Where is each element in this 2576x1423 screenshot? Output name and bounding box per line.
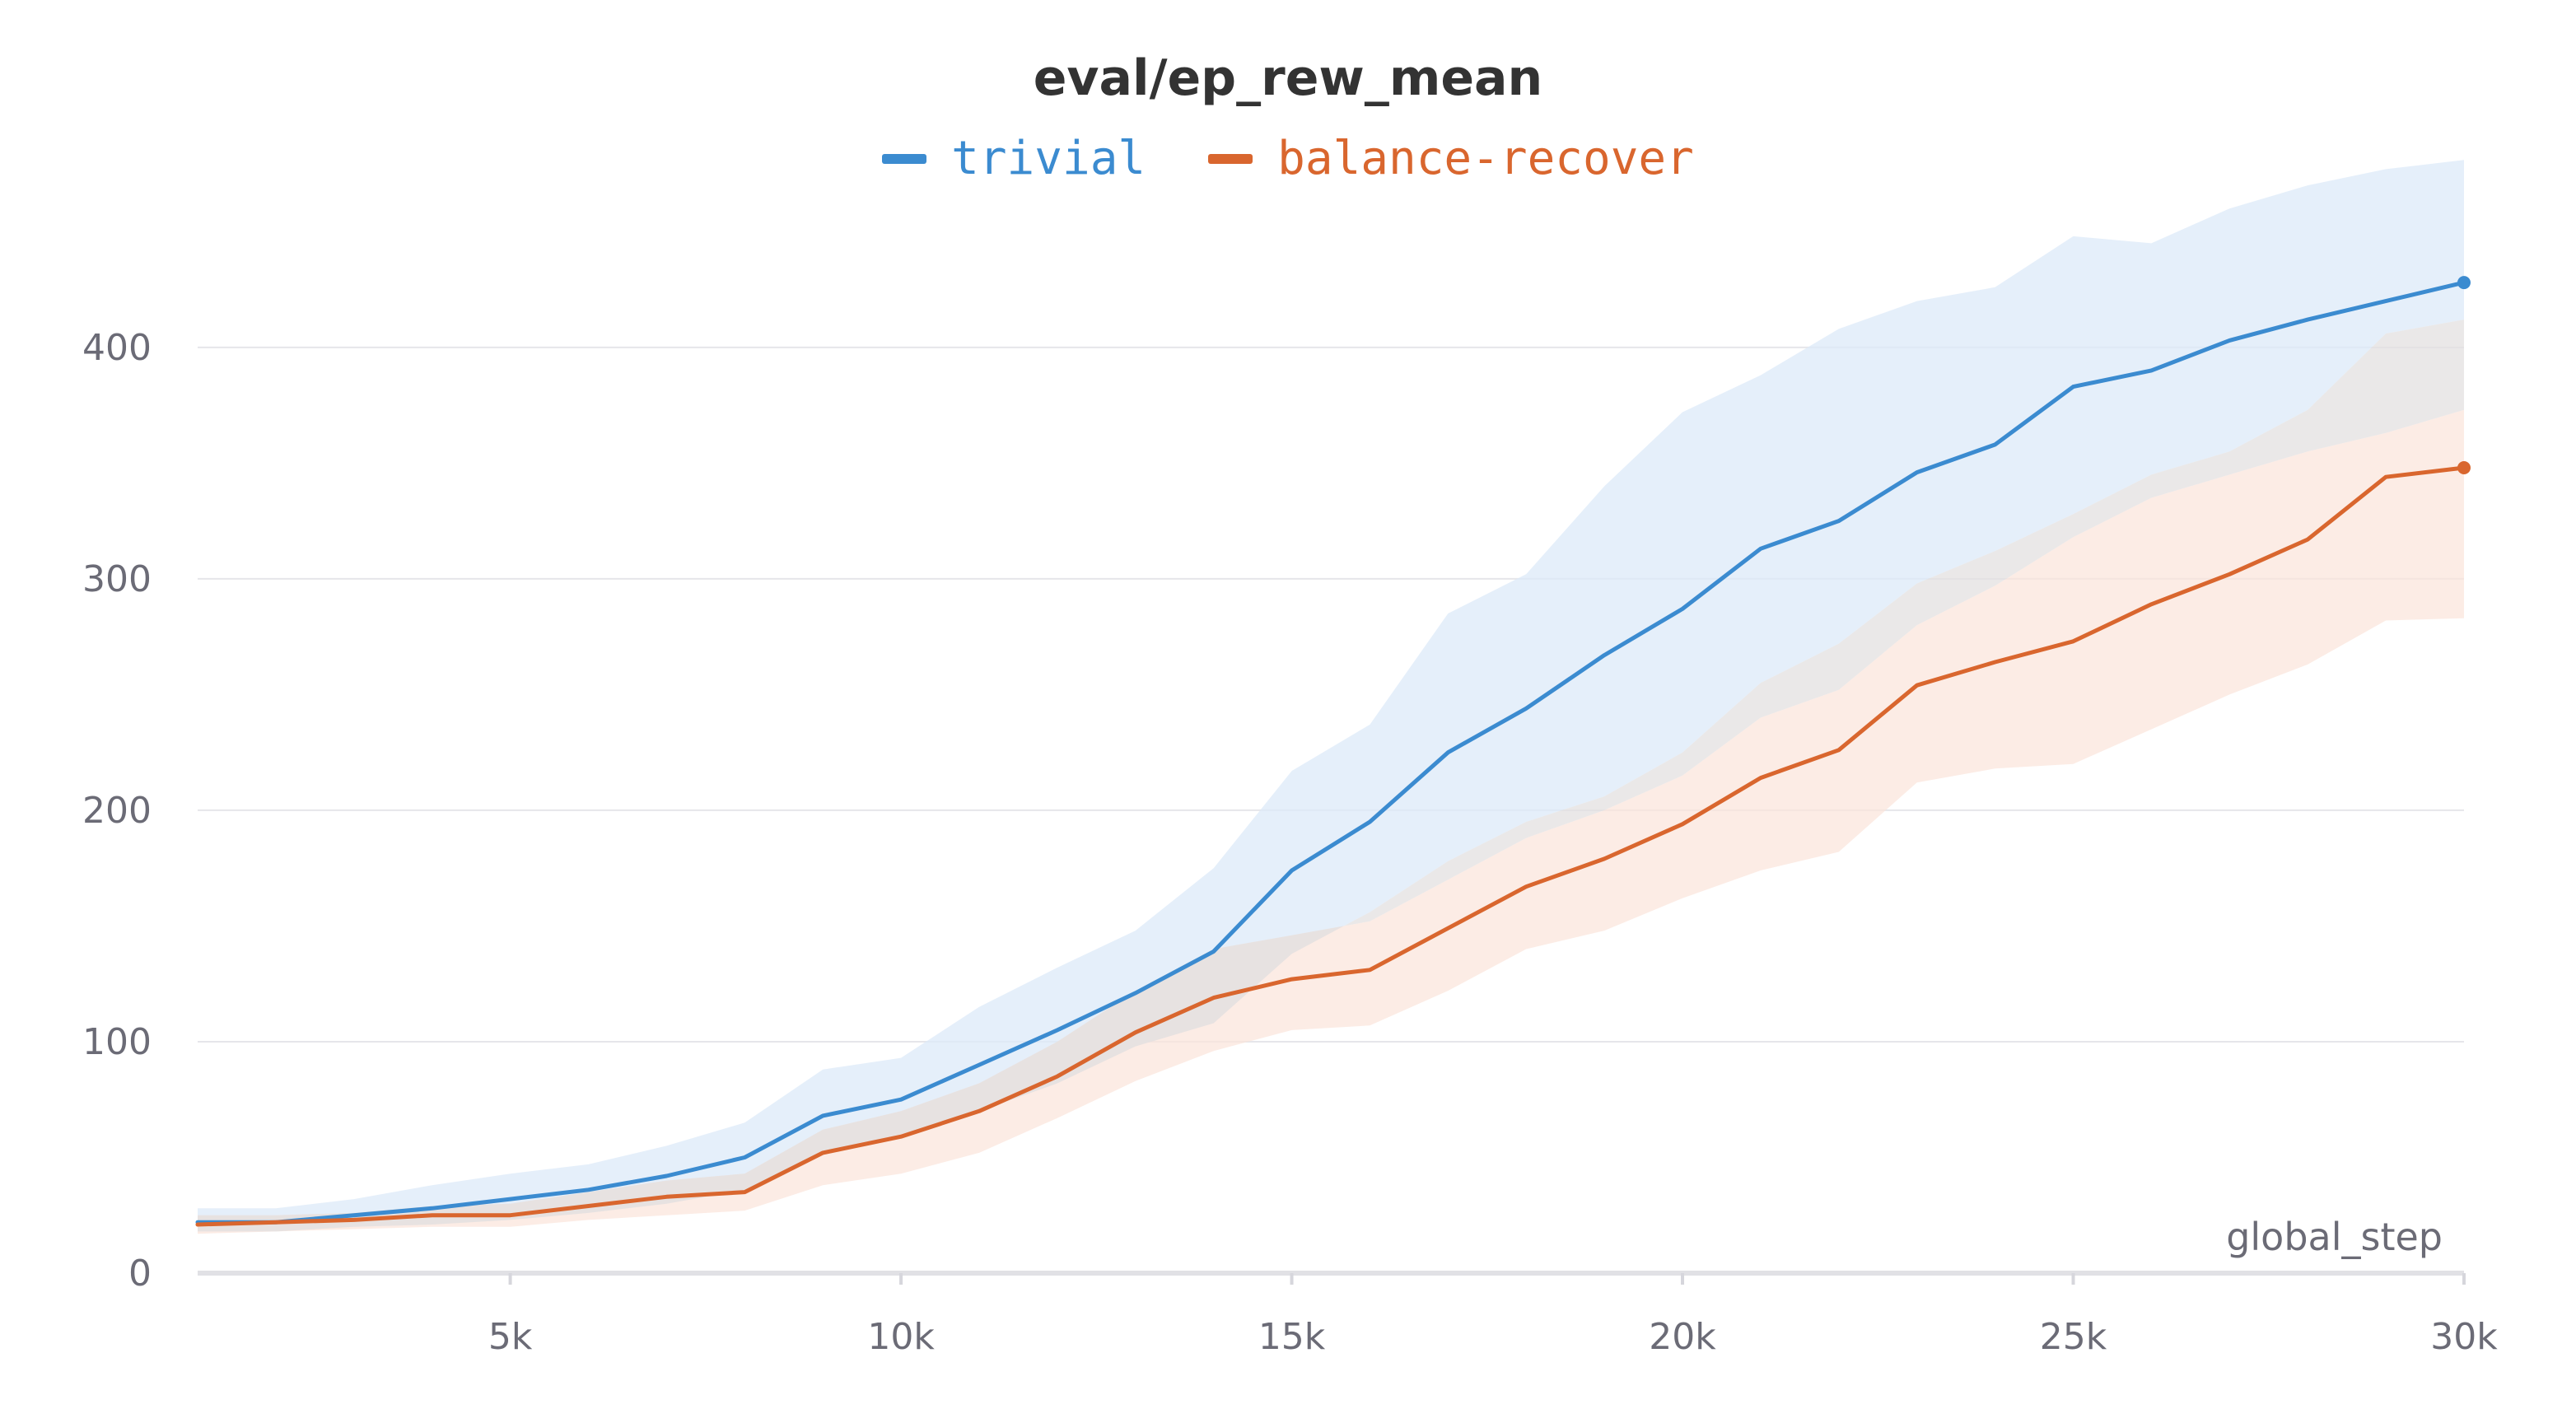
series-lines (195, 276, 2471, 1227)
band-balance-recover (198, 409, 2464, 1234)
y-tick-label-200: 200 (82, 790, 152, 832)
x-axis-tick-labels: 5k 10k 15k 20k 25k 30k (488, 1316, 2498, 1358)
legend-swatch-trivial (882, 153, 927, 164)
x-tick-label-30k: 30k (2430, 1316, 2498, 1358)
band-trivial (198, 160, 2464, 1232)
y-tick-label-100: 100 (82, 1021, 152, 1063)
series-endpoint-trivial (2457, 276, 2471, 290)
x-tick-label-10k: 10k (867, 1316, 935, 1358)
legend-label-balance-recover: balance-recover (1277, 132, 1694, 185)
y-tick-label-300: 300 (82, 558, 152, 600)
legend-label-trivial: trivial (951, 132, 1146, 185)
x-tick-label-15k: 15k (1258, 1316, 1326, 1358)
y-tick-label-400: 400 (82, 327, 152, 369)
chart-title: eval/ep_rew_mean (1033, 49, 1543, 107)
x-tick-label-25k: 25k (2040, 1316, 2107, 1358)
legend-item-balance-recover[interactable]: balance-recover (1208, 132, 1694, 185)
x-tick-label-20k: 20k (1649, 1316, 1716, 1358)
x-tick-label-5k: 5k (488, 1316, 533, 1358)
y-axis-tick-labels: 0 100 200 300 400 (82, 327, 152, 1295)
series-endpoint-balance-recover (2457, 460, 2471, 474)
confidence-bands (198, 160, 2464, 1234)
legend-swatch-balance-recover (1208, 153, 1253, 164)
series-line-balance-recover (195, 465, 2466, 1227)
series-line-trivial (195, 280, 2466, 1225)
y-tick-label-0: 0 (128, 1253, 152, 1295)
legend-item-trivial[interactable]: trivial (882, 132, 1146, 185)
x-axis-label: global_step (2226, 1215, 2443, 1259)
x-axis (198, 1271, 2466, 1285)
legend: trivial balance-recover (0, 132, 2576, 185)
